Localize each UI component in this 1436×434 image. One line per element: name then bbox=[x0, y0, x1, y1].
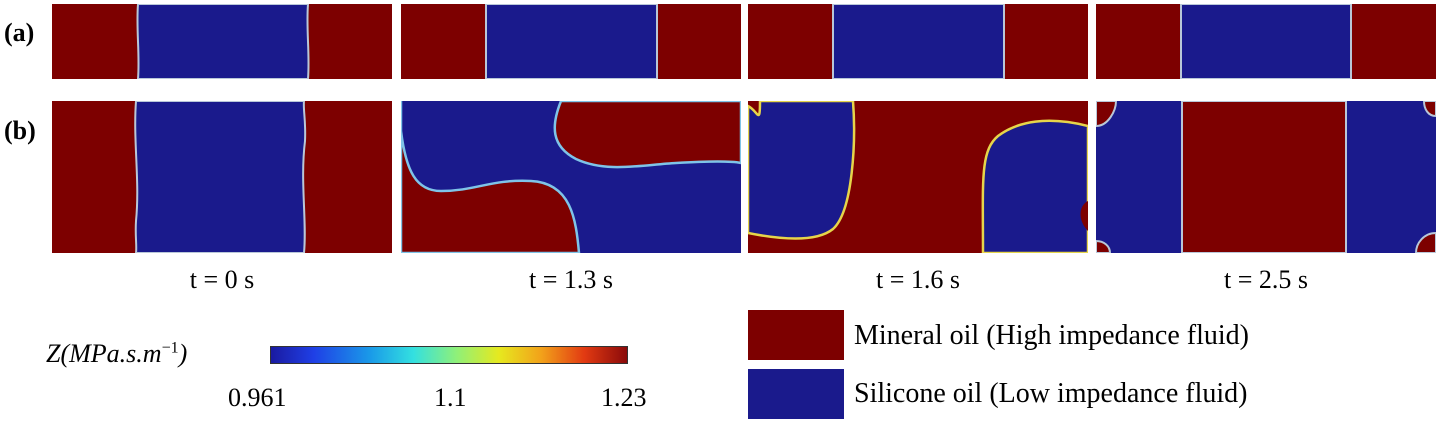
legend-swatch-silicone bbox=[748, 369, 844, 419]
colorbar-tick-mid: 1.1 bbox=[434, 383, 467, 412]
panel-b-t0 bbox=[52, 101, 392, 253]
legend-label-mineral: Mineral oil (High impedance fluid) bbox=[854, 320, 1249, 351]
panel-b-t2 bbox=[748, 101, 1088, 253]
panel-a-t3 bbox=[1096, 4, 1436, 79]
colorbar-tick-max: 1.23 bbox=[601, 383, 647, 412]
time-label-2: t = 1.6 s bbox=[875, 265, 960, 294]
legend-label-silicone: Silicone oil (Low impedance fluid) bbox=[854, 378, 1248, 409]
panel-b-t1 bbox=[401, 101, 741, 253]
colorbar-tick-min: 0.961 bbox=[228, 383, 287, 412]
colorbar bbox=[270, 346, 628, 364]
row-label-b: (b) bbox=[4, 116, 36, 145]
time-label-3: t = 2.5 s bbox=[1223, 265, 1308, 294]
panel-a-t2 bbox=[748, 4, 1088, 79]
time-label-1: t = 1.3 s bbox=[528, 265, 613, 294]
panel-b-t3 bbox=[1096, 101, 1436, 253]
time-label-0: t = 0 s bbox=[189, 265, 255, 294]
panel-a-t1 bbox=[401, 4, 741, 79]
panel-a-t0 bbox=[52, 4, 392, 79]
legend-swatch-mineral bbox=[748, 310, 844, 360]
row-label-a: (a) bbox=[4, 18, 35, 47]
colorbar-title: Z(MPa.s.m−1) bbox=[46, 339, 188, 368]
